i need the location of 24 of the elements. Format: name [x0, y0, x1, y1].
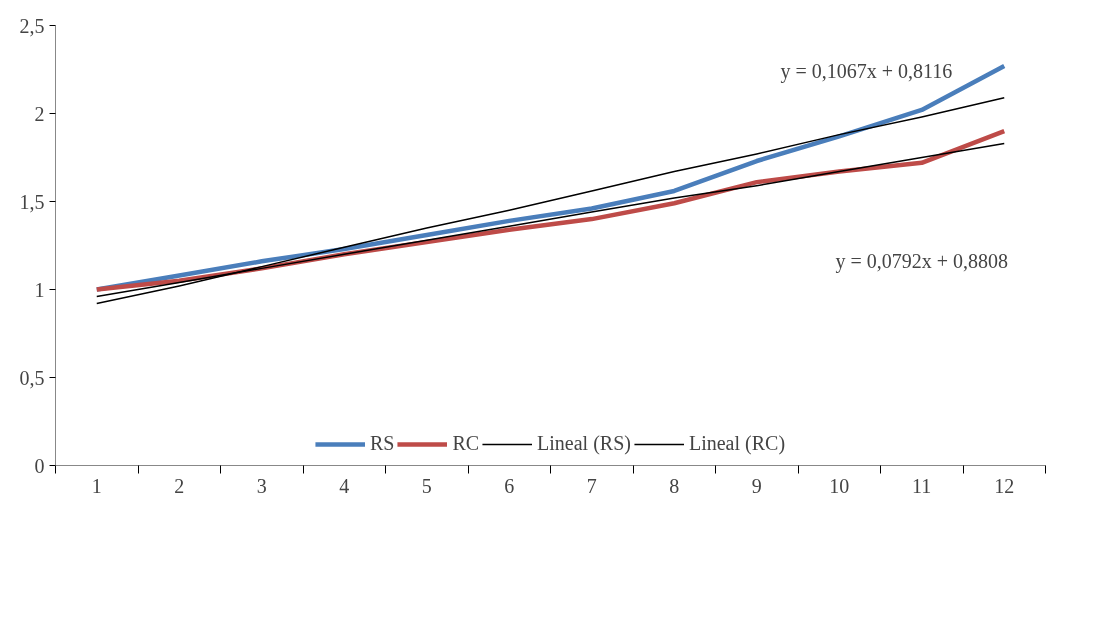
x-tick-label: 5 [421, 474, 432, 497]
legend-label: RS [369, 432, 395, 455]
y-tick-label: 0,5 [19, 366, 45, 389]
x-tick-label: 2 [174, 474, 185, 497]
y-tick-label: 1,5 [19, 190, 45, 213]
x-tick-label: 9 [751, 474, 762, 497]
y-tick-label: 2,5 [19, 14, 45, 37]
x-tick-label: 3 [256, 474, 267, 497]
legend-label: Lineal (RC) [688, 432, 786, 455]
x-tick-label: 6 [504, 474, 515, 497]
y-tick-label: 2 [34, 102, 45, 125]
x-tick-label: 8 [669, 474, 680, 497]
x-tick-label: 4 [339, 474, 350, 497]
legend-label: Lineal (RS) [537, 432, 631, 455]
x-tick-label: 11 [912, 474, 932, 497]
y-tick-label: 1 [34, 278, 45, 301]
annotation: y = 0,0792x + 0,8808 [835, 249, 1009, 273]
legend-label: RC [452, 432, 480, 455]
annotation: y = 0,1067x + 0,8116 [780, 59, 953, 83]
x-tick-label: 1 [91, 474, 102, 497]
x-tick-label: 12 [994, 474, 1015, 497]
x-tick-label: 10 [829, 474, 850, 497]
y-tick-label: 0 [34, 454, 45, 477]
x-tick-label: 7 [586, 474, 597, 497]
